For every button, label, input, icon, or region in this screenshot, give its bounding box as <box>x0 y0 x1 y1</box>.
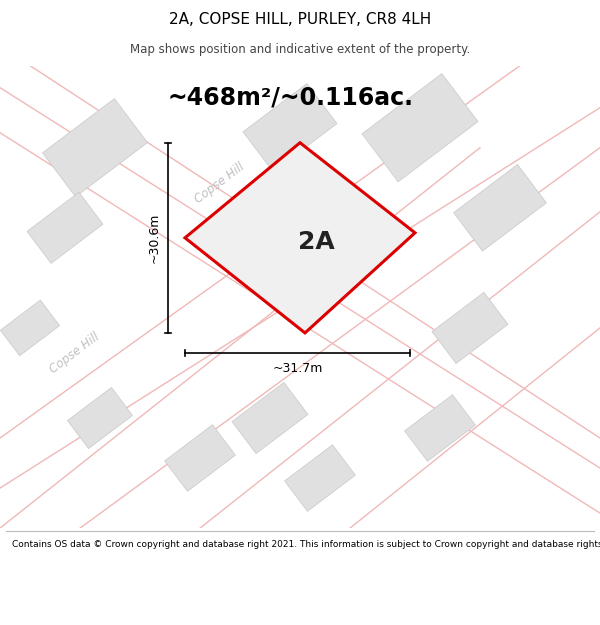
Polygon shape <box>43 99 148 197</box>
Polygon shape <box>164 425 235 491</box>
Text: Contains OS data © Crown copyright and database right 2021. This information is : Contains OS data © Crown copyright and d… <box>12 540 600 549</box>
Polygon shape <box>185 142 415 333</box>
Polygon shape <box>243 84 337 172</box>
Text: ~468m²/~0.116ac.: ~468m²/~0.116ac. <box>167 86 413 109</box>
Polygon shape <box>68 388 133 449</box>
Polygon shape <box>362 74 478 182</box>
Text: 2A: 2A <box>298 229 335 254</box>
Text: Map shows position and indicative extent of the property.: Map shows position and indicative extent… <box>130 42 470 56</box>
Polygon shape <box>232 382 308 454</box>
Polygon shape <box>454 164 547 251</box>
Polygon shape <box>27 192 103 263</box>
Polygon shape <box>1 300 59 356</box>
Text: ~31.7m: ~31.7m <box>272 362 323 376</box>
Text: ~30.6m: ~30.6m <box>148 213 161 263</box>
Polygon shape <box>432 292 508 364</box>
Text: 2A, COPSE HILL, PURLEY, CR8 4LH: 2A, COPSE HILL, PURLEY, CR8 4LH <box>169 12 431 27</box>
Text: Copse Hill: Copse Hill <box>193 160 247 206</box>
Text: Copse Hill: Copse Hill <box>47 330 103 376</box>
Polygon shape <box>284 445 355 511</box>
Polygon shape <box>404 395 475 461</box>
